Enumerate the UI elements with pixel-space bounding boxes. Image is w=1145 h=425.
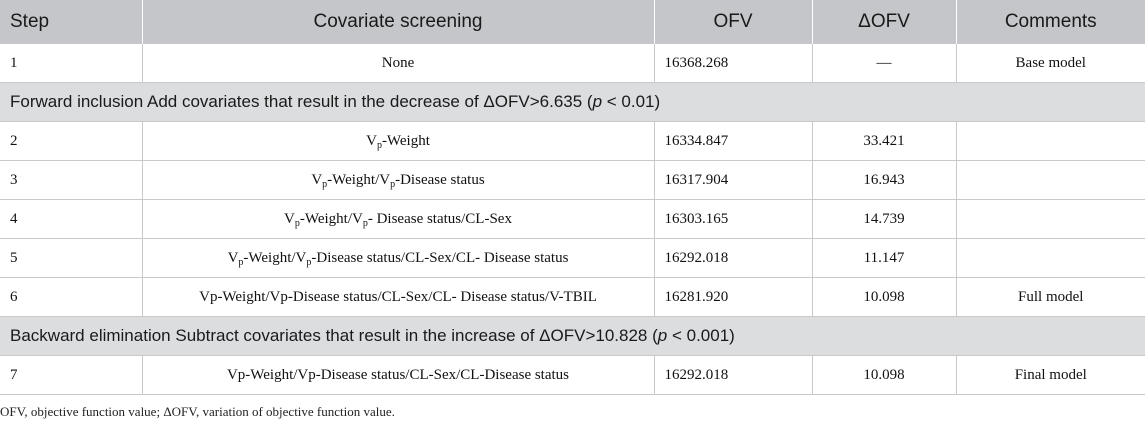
covariate-screening-table: Step Covariate screening OFV ΔOFV Commen…	[0, 0, 1145, 395]
cell-comment: Final model	[955, 355, 1145, 395]
section-row-forward-inclusion: Forward inclusion Add covariates that re…	[0, 82, 1145, 122]
p-symbol: p	[592, 92, 603, 111]
cell-ofv: 16317.904	[653, 160, 812, 200]
subscript: p	[238, 256, 244, 268]
text-part: V	[227, 249, 239, 266]
cell-ofv: 16368.268	[653, 44, 812, 83]
subscript: p	[322, 178, 328, 190]
text-part: - Disease status/CL-Sex	[367, 210, 512, 227]
subscript: p	[362, 217, 368, 229]
cell-ofv: 16292.018	[653, 355, 812, 395]
text-part: -Weight	[381, 132, 430, 149]
header-comments: Comments	[955, 0, 1145, 44]
cell-comment: Full model	[955, 277, 1145, 317]
cell-screening: Vp-Weight/Vp-Disease status/CL-Sex/CL- D…	[141, 277, 654, 317]
subscript: p	[376, 139, 382, 151]
table-row: 4 Vp-Weight/Vp- Disease status/CL-Sex 16…	[0, 199, 1145, 239]
cell-ofv: 16292.018	[653, 238, 812, 278]
p-symbol: p	[657, 326, 668, 345]
header-covariate-screening: Covariate screening	[141, 0, 654, 44]
cell-ofv: 16281.920	[653, 277, 812, 317]
text-part: -Weight/V	[327, 171, 391, 188]
subscript: p	[390, 178, 396, 190]
section-text: Forward inclusion Add covariates that re…	[0, 82, 1145, 122]
header-ofv: OFV	[653, 0, 812, 44]
subscript: p	[294, 217, 300, 229]
text-part: -Disease status	[395, 171, 485, 188]
cell-delta-ofv: 10.098	[811, 355, 956, 395]
text-part: -Weight/V	[299, 210, 363, 227]
header-delta-ofv: ΔOFV	[811, 0, 956, 44]
header-step: Step	[0, 0, 142, 44]
cell-step: 7	[0, 355, 142, 395]
cell-screening: Vp-Weight/Vp-Disease status/CL-Sex/CL-Di…	[141, 355, 654, 395]
header-row: Step Covariate screening OFV ΔOFV Commen…	[0, 0, 1145, 44]
cell-screening: Vp-Weight/Vp- Disease status/CL-Sex	[141, 199, 654, 239]
cell-delta-ofv: 10.098	[811, 277, 956, 317]
text-part: -Disease status/CL-Sex/CL- Disease statu…	[311, 249, 569, 266]
cell-delta-ofv: 11.147	[811, 238, 956, 278]
text-part: V	[366, 132, 377, 149]
section-text-post: < 0.001)	[667, 326, 735, 345]
cell-screening: Vp-Weight	[141, 121, 654, 161]
section-text-pre: Backward elimination Subtract covariates…	[10, 326, 658, 345]
cell-step: 5	[0, 238, 142, 278]
section-row-backward-elimination: Backward elimination Subtract covariates…	[0, 316, 1145, 356]
cell-comment	[955, 199, 1145, 239]
cell-delta-ofv: 16.943	[811, 160, 956, 200]
cell-delta-ofv: 33.421	[811, 121, 956, 161]
text-part: V	[284, 210, 295, 227]
table-row: 7 Vp-Weight/Vp-Disease status/CL-Sex/CL-…	[0, 355, 1145, 395]
table-row: 6 Vp-Weight/Vp-Disease status/CL-Sex/CL-…	[0, 277, 1145, 317]
cell-screening: Vp-Weight/Vp-Disease status	[141, 160, 654, 200]
cell-step: 4	[0, 199, 142, 239]
cell-ofv: 16334.847	[653, 121, 812, 161]
section-text: Backward elimination Subtract covariates…	[0, 316, 1145, 356]
cell-step: 1	[0, 44, 142, 83]
section-text-post: < 0.01)	[602, 92, 661, 111]
text-part: -Weight/V	[243, 249, 307, 266]
cell-comment	[955, 121, 1145, 161]
table-footnote: OFV, objective function value; ΔOFV, var…	[0, 404, 395, 419]
cell-screening: Vp-Weight/Vp-Disease status/CL-Sex/CL- D…	[141, 238, 654, 278]
table-row: 2 Vp-Weight 16334.847 33.421	[0, 121, 1145, 161]
section-text-pre: Forward inclusion Add covariates that re…	[10, 92, 593, 111]
subscript: p	[306, 256, 312, 268]
table-row: 5 Vp-Weight/Vp-Disease status/CL-Sex/CL-…	[0, 238, 1145, 278]
cell-comment	[955, 238, 1145, 278]
cell-delta-ofv: 14.739	[811, 199, 956, 239]
cell-comment: Base model	[955, 44, 1145, 83]
table-row: 1 None 16368.268 — Base model	[0, 44, 1145, 83]
cell-ofv: 16303.165	[653, 199, 812, 239]
cell-step: 6	[0, 277, 142, 317]
cell-step: 2	[0, 121, 142, 161]
cell-step: 3	[0, 160, 142, 200]
cell-delta-ofv: —	[811, 44, 956, 83]
cell-comment	[955, 160, 1145, 200]
text-part: V	[311, 171, 323, 188]
cell-screening: None	[141, 44, 654, 83]
table-row: 3 Vp-Weight/Vp-Disease status 16317.904 …	[0, 160, 1145, 200]
